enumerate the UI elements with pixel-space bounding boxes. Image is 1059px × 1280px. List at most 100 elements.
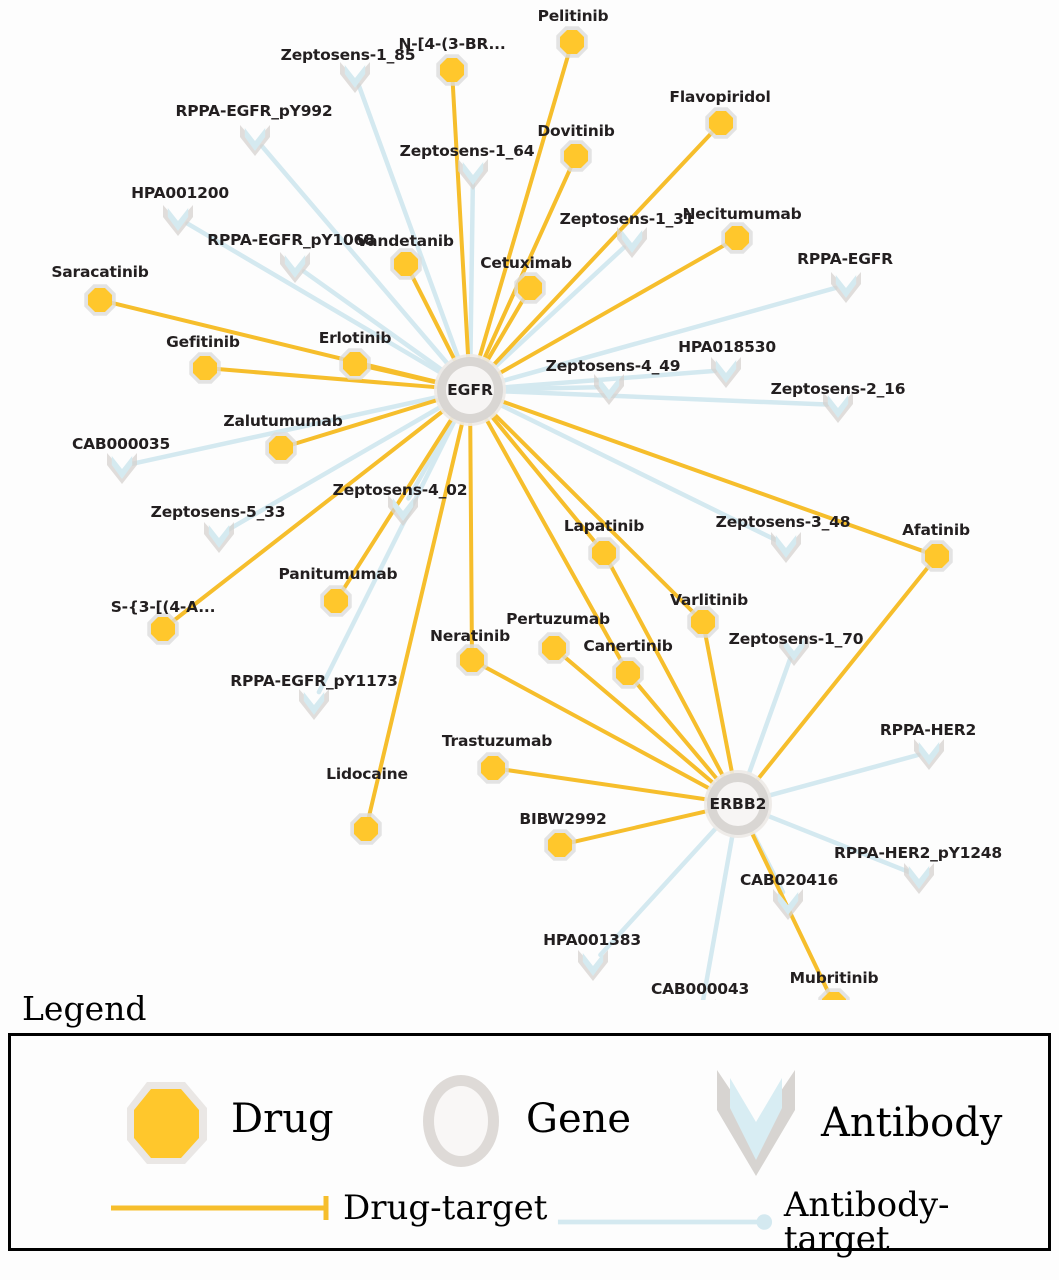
antibody-node[interactable] xyxy=(240,125,270,156)
antibody-node-halo xyxy=(299,689,329,720)
antibody-node[interactable] xyxy=(578,950,608,981)
antibody-node[interactable] xyxy=(711,357,741,388)
drug-node-shape xyxy=(591,540,617,566)
drug-target-edge xyxy=(408,271,457,362)
drug-icon xyxy=(127,1082,207,1164)
antibody-target-edge xyxy=(356,83,461,361)
antibody-node-label: Zeptosens-1_70 xyxy=(728,630,864,648)
drug-node[interactable] xyxy=(350,813,382,845)
antibody-node[interactable] xyxy=(594,374,624,405)
antibody-node[interactable] xyxy=(831,272,861,303)
antibody-node-label: RPPA-EGFR_pY1068 xyxy=(207,231,375,249)
antibody-node[interactable] xyxy=(340,62,370,93)
drug-node[interactable] xyxy=(477,752,509,784)
drug-node[interactable] xyxy=(436,54,468,86)
drug-node-shape xyxy=(323,588,349,614)
drug-node[interactable] xyxy=(588,537,620,569)
drug-node[interactable] xyxy=(921,540,953,572)
drug-node[interactable] xyxy=(390,248,422,280)
gene-node-fill xyxy=(446,366,494,414)
drug-node-label: Vandetanib xyxy=(356,232,454,250)
drug-node[interactable] xyxy=(514,272,546,304)
gene-node-erbb2[interactable] xyxy=(704,770,772,838)
antibody-target-edge xyxy=(492,245,627,370)
drug-node-label: Erlotinib xyxy=(318,329,392,347)
antibody-node-shape xyxy=(715,360,737,383)
antibody-node[interactable] xyxy=(823,392,853,423)
legend-item-drug: Drug xyxy=(111,1064,334,1174)
antibody-target-edge xyxy=(501,384,601,392)
gene-node-egfr[interactable] xyxy=(434,354,506,426)
drug-target-edge xyxy=(560,653,716,786)
antibody-node[interactable] xyxy=(163,205,193,236)
antibody-target-edge xyxy=(316,418,458,695)
drug-node[interactable] xyxy=(556,26,588,58)
legend-edges-row: Drug-target Antibody-target xyxy=(11,1184,1048,1256)
drug-target-edge xyxy=(489,414,600,547)
antibody-node[interactable] xyxy=(299,689,329,720)
drug-node-shape xyxy=(541,635,567,661)
antibody-node-label: CAB020416 xyxy=(739,871,839,889)
antibody-node[interactable] xyxy=(617,227,647,258)
drug-node[interactable] xyxy=(687,606,719,638)
legend-label-antibody-target: Antibody-target xyxy=(783,1185,950,1259)
drug-target-edge xyxy=(633,679,720,782)
drug-target-edge xyxy=(756,562,933,782)
drug-node-label: Varlitinib xyxy=(669,591,749,609)
antibody-target-edge xyxy=(746,656,793,777)
antibody-node[interactable] xyxy=(388,495,418,526)
drug-node[interactable] xyxy=(320,585,352,617)
drug-target-edge xyxy=(497,241,730,376)
antibody-node[interactable] xyxy=(914,739,944,770)
drug-node[interactable] xyxy=(612,657,644,689)
antibody-node-halo xyxy=(340,62,370,93)
antibody-node-label: Zeptosens-3_48 xyxy=(715,513,851,531)
drug-node[interactable] xyxy=(544,829,576,861)
nodes-layer xyxy=(84,26,953,1000)
antibody-node[interactable] xyxy=(771,532,801,563)
drug-node[interactable] xyxy=(560,140,592,172)
drug-node[interactable] xyxy=(147,613,179,645)
drug-node[interactable] xyxy=(456,644,488,676)
antibody-node-label: CAB000035 xyxy=(71,435,171,453)
drug-node[interactable] xyxy=(721,222,753,254)
drug-node-label: Dovitinib xyxy=(537,122,615,140)
edges-layer xyxy=(108,50,933,1000)
drug-node-label: Pelitinib xyxy=(537,7,609,25)
gene-icon xyxy=(423,1075,499,1167)
drug-node-label: Panitumumab xyxy=(278,565,398,583)
drug-node-shape xyxy=(517,275,543,301)
drug-node[interactable] xyxy=(538,632,570,664)
drug-node[interactable] xyxy=(265,432,297,464)
antibody-node-label: HPA001383 xyxy=(543,931,641,949)
drug-node[interactable] xyxy=(705,107,737,139)
antibody-node-halo xyxy=(771,532,801,563)
drug-node[interactable] xyxy=(189,352,221,384)
antibody-node-shape xyxy=(582,953,604,976)
drug-node[interactable] xyxy=(339,348,371,380)
gene-node-fill xyxy=(716,782,760,826)
antibody-node[interactable] xyxy=(773,889,803,920)
antibody-node-shape xyxy=(244,128,266,151)
antibody-node[interactable] xyxy=(458,159,488,190)
antibody-node[interactable] xyxy=(204,522,234,553)
legend-item-drug-target: Drug-target xyxy=(109,1188,547,1228)
drug-target-edge xyxy=(477,50,571,360)
antibody-node[interactable] xyxy=(904,863,934,894)
antibody-node-shape xyxy=(827,395,849,418)
drug-node-shape xyxy=(353,816,379,842)
antibody-node[interactable] xyxy=(779,635,809,666)
drug-node-label: Saracatinib xyxy=(51,263,149,281)
drug-node[interactable] xyxy=(818,988,850,1000)
drug-node[interactable] xyxy=(84,284,116,316)
drug-target-edge xyxy=(366,421,465,821)
legend-shapes-row: Drug Gene Antibody xyxy=(11,1064,1048,1176)
drug-node-label: Flavopiridol xyxy=(669,88,771,106)
antibody-node[interactable] xyxy=(107,453,137,484)
drug-target-edge xyxy=(492,411,698,617)
antibody-node[interactable] xyxy=(280,252,310,283)
drug-node-shape xyxy=(559,29,585,55)
antibody-node-shape xyxy=(621,230,643,253)
drug-node-label: Afatinib xyxy=(902,521,970,539)
antibody-target-edge xyxy=(185,221,443,375)
